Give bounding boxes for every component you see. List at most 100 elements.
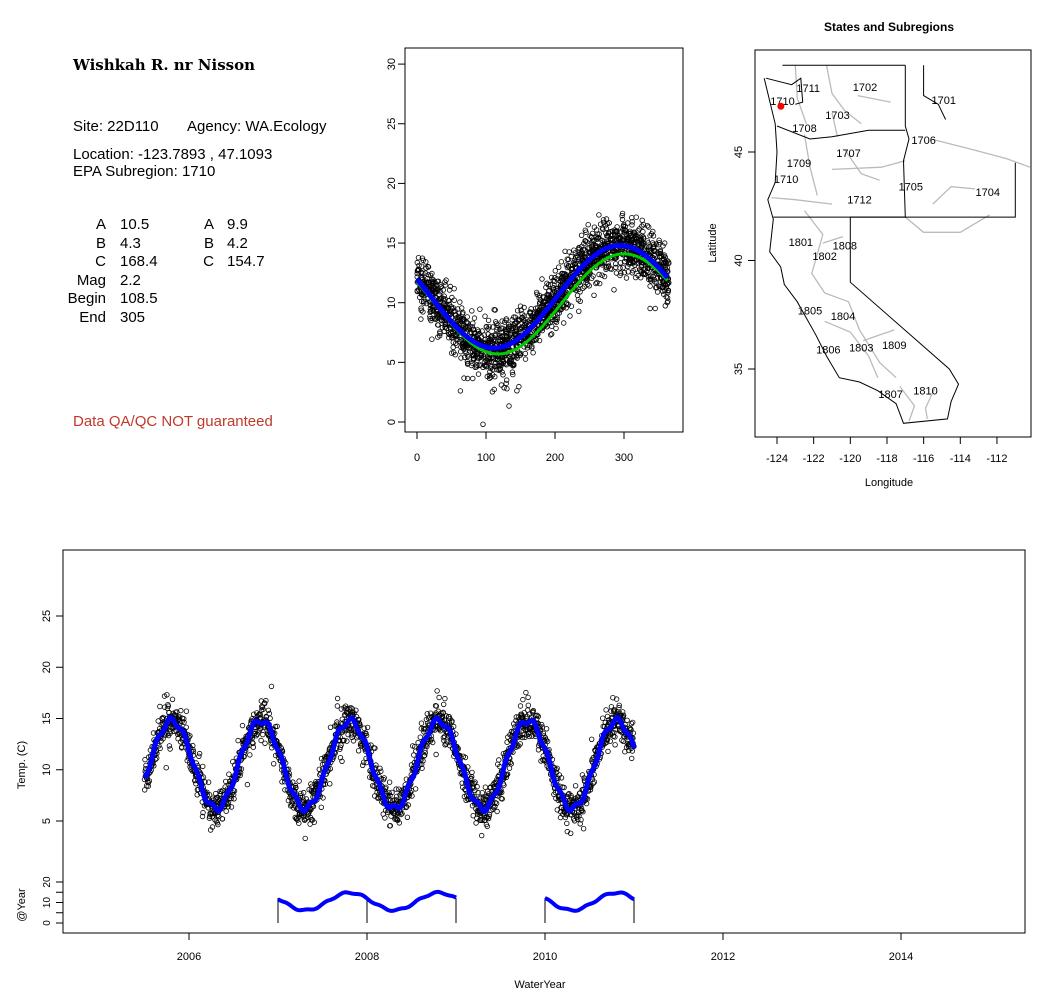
- data-point: [262, 740, 268, 746]
- data-point: [378, 768, 384, 774]
- data-point: [419, 298, 425, 305]
- data-point: [578, 817, 584, 823]
- data-point: [579, 257, 585, 264]
- data-point: [302, 817, 308, 823]
- data-point: [443, 713, 450, 719]
- data-point: [361, 759, 367, 765]
- data-point: [461, 375, 467, 381]
- data-point: [404, 814, 411, 820]
- data-point: [603, 265, 610, 271]
- data-point: [425, 272, 431, 278]
- data-point: [585, 281, 591, 287]
- data-point: [477, 306, 483, 312]
- data-point: [587, 249, 593, 255]
- data-point: [585, 221, 591, 228]
- data-point: [498, 363, 504, 369]
- data-point: [433, 751, 439, 758]
- data-point: [199, 813, 206, 820]
- data-point: [381, 775, 387, 781]
- data-point: [665, 288, 671, 294]
- data-point: [561, 320, 567, 326]
- data-point: [605, 748, 611, 755]
- data-point: [498, 382, 505, 388]
- data-point: [599, 225, 606, 231]
- data-point: [168, 728, 174, 734]
- data-point: [414, 288, 420, 295]
- data-point: [310, 803, 317, 810]
- data-point: [485, 815, 492, 822]
- x-axis-label: Longitude: [865, 477, 913, 489]
- data-point: [469, 308, 475, 314]
- subregion-label: 1712: [847, 195, 871, 207]
- data-point: [205, 779, 212, 785]
- data-point: [433, 703, 440, 709]
- data-point: [495, 322, 501, 328]
- data-point: [647, 283, 653, 289]
- data-point: [497, 326, 503, 333]
- data-point: [183, 724, 189, 730]
- data-point: [517, 703, 524, 709]
- data-point: [433, 287, 439, 293]
- data-point: [409, 793, 415, 799]
- y-tick-label: 25: [41, 610, 53, 622]
- subregion-boundary: [899, 386, 916, 422]
- data-point: [635, 234, 641, 240]
- epa-subregion: EPA Subregion: 1710: [73, 163, 216, 180]
- data-point: [392, 816, 398, 822]
- data-point: [642, 271, 649, 277]
- data-point: [216, 813, 222, 820]
- data-point: [290, 779, 296, 785]
- data-point: [530, 710, 536, 716]
- data-point: [268, 683, 275, 690]
- y-tick-label: 10: [41, 764, 53, 776]
- data-point: [382, 815, 388, 821]
- data-point: [475, 789, 481, 796]
- x-tick-label: 2014: [889, 951, 913, 963]
- data-point: [311, 819, 317, 825]
- data-point: [263, 697, 269, 704]
- data-point: [459, 311, 466, 317]
- data-point: [493, 800, 500, 806]
- data-point: [534, 712, 540, 718]
- data-point: [163, 765, 169, 771]
- data-point: [496, 757, 502, 763]
- data-point: [544, 280, 550, 286]
- data-point: [607, 738, 613, 744]
- subregion-boundary: [824, 320, 879, 378]
- data-point: [500, 325, 506, 331]
- data-point: [640, 221, 647, 228]
- data-point: [320, 795, 326, 801]
- data-point: [473, 333, 480, 340]
- data-point: [258, 737, 264, 744]
- data-point: [568, 303, 575, 309]
- data-point: [664, 299, 670, 306]
- data-point: [426, 280, 432, 286]
- data-point: [520, 696, 526, 703]
- data-point: [517, 303, 524, 309]
- data-point: [334, 703, 341, 709]
- data-point: [437, 296, 443, 302]
- data-point: [481, 332, 487, 338]
- data-point: [496, 362, 502, 368]
- data-point: [167, 746, 173, 752]
- data-point: [611, 287, 617, 293]
- data-point: [451, 723, 457, 730]
- param-label: Begin: [67, 290, 106, 307]
- data-point: [363, 730, 369, 736]
- data-point: [621, 258, 628, 265]
- data-point: [250, 744, 256, 750]
- y-axis-label: Temp. (C): [16, 741, 28, 789]
- data-point: [225, 804, 231, 810]
- data-point: [488, 374, 494, 380]
- map-frame: [754, 49, 1032, 438]
- data-point: [528, 306, 534, 312]
- data-point: [629, 748, 636, 754]
- data-point: [267, 715, 273, 721]
- data-point: [566, 249, 572, 255]
- y-tick-label: 5: [41, 818, 53, 824]
- data-point: [265, 707, 272, 713]
- subregion-label: 1806: [816, 344, 840, 356]
- data-point: [479, 790, 485, 796]
- x-tick-label: 0: [414, 452, 420, 464]
- data-point: [661, 280, 667, 287]
